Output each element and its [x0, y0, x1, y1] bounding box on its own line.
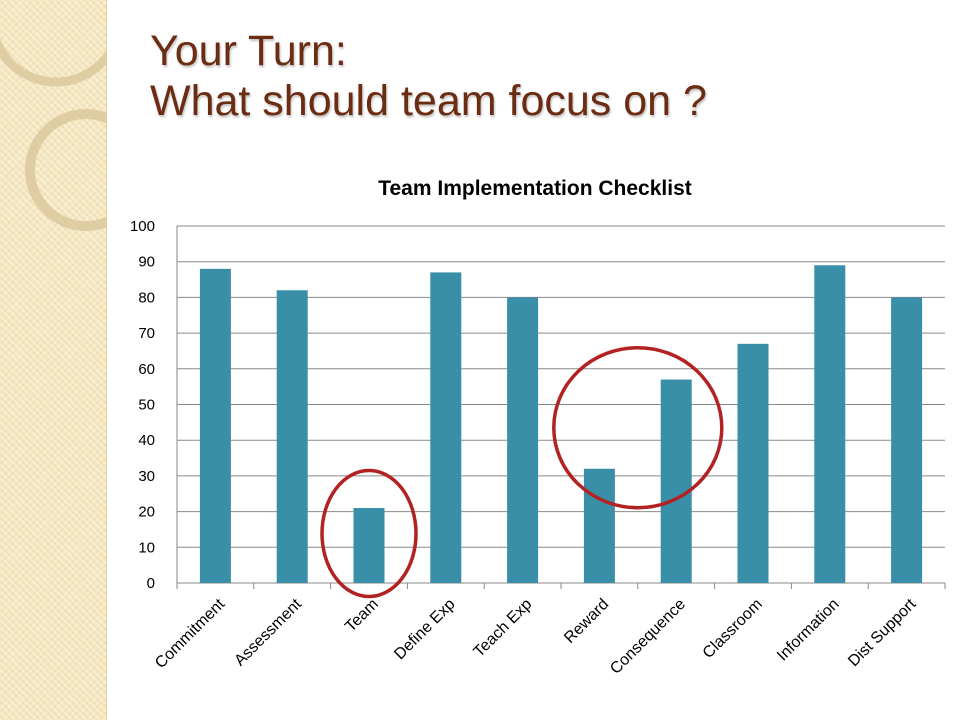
highlight-circle-2 — [552, 345, 724, 510]
y-tick-label: 100 — [130, 218, 155, 235]
y-tick-label: 50 — [138, 397, 155, 414]
y-tick-label: 70 — [138, 325, 155, 342]
bar-dist-support — [891, 297, 923, 583]
y-axis-tick-labels: 0 10 20 30 40 50 60 70 80 90 100 — [130, 218, 155, 592]
x-category-label: Dist Support — [845, 595, 920, 670]
bar-classroom — [737, 343, 769, 583]
bars — [199, 265, 923, 583]
y-tick-label: 30 — [138, 468, 155, 485]
slide-title-line-2: What should team focus on ? — [150, 77, 707, 125]
bar-team — [353, 508, 385, 583]
x-category-label: Team — [342, 596, 382, 636]
y-tick-label: 20 — [138, 504, 155, 521]
x-category-label: Define Exp — [391, 596, 458, 663]
slide-title: Your Turn: What should team focus on ? — [150, 26, 707, 126]
bar-information — [814, 265, 846, 583]
y-tick-label: 10 — [138, 539, 155, 556]
highlight-circle-1 — [320, 468, 418, 599]
slide-title-line-1: Your Turn: — [150, 27, 347, 75]
x-category-label: Classroom — [700, 596, 766, 662]
x-category-label: Information — [774, 596, 843, 665]
highlight-annotations — [320, 345, 724, 599]
bar-assessment — [276, 290, 308, 583]
bar-consequence — [660, 379, 692, 583]
bar-commitment — [199, 268, 231, 583]
bar-teach-exp — [507, 297, 539, 583]
bar-reward — [583, 468, 615, 583]
decorative-rings — [0, 38, 106, 231]
y-tick-label: 80 — [138, 289, 155, 306]
y-tick-label: 90 — [138, 254, 155, 271]
x-category-label: Consequence — [607, 596, 689, 678]
x-category-label: Commitment — [152, 595, 229, 672]
x-category-label: Teach Exp — [471, 596, 536, 661]
x-axis-category-labels: Commitment Assessment Team Define Exp Teach … — [152, 595, 920, 677]
x-category-label: Assessment — [231, 595, 305, 669]
x-category-label: Reward — [561, 596, 612, 647]
bar-define-exp — [430, 272, 462, 583]
decorative-side-strip — [0, 0, 107, 720]
y-tick-label: 0 — [147, 575, 155, 592]
chart-title: Team Implementation Checklist — [378, 177, 692, 200]
y-tick-label: 40 — [138, 432, 155, 449]
y-tick-label: 60 — [138, 361, 155, 378]
